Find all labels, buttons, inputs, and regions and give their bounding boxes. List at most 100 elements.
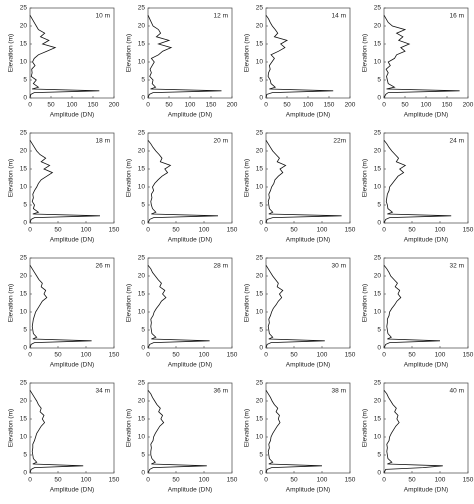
plot-frame xyxy=(383,7,469,99)
y-tick-label: 5 xyxy=(141,327,145,334)
y-tick-label: 25 xyxy=(138,5,146,12)
y-tick-label: 0 xyxy=(23,220,27,227)
x-tick-label: 0 xyxy=(28,102,32,109)
x-axis-label: Amplitude (DN) xyxy=(404,237,448,244)
x-tick-label: 150 xyxy=(345,477,356,484)
y-tick-label: 15 xyxy=(138,291,146,298)
panel-label: 12 m xyxy=(214,13,228,20)
x-axis-label: Amplitude (DN) xyxy=(50,487,94,494)
x-axis-label: Amplitude (DN) xyxy=(50,237,94,244)
y-tick-label: 5 xyxy=(259,77,263,84)
y-tick-label: 15 xyxy=(256,416,264,423)
y-tick-label: 5 xyxy=(259,202,263,209)
x-tick-label: 50 xyxy=(54,227,62,234)
panel-label: 28 m xyxy=(214,263,228,270)
y-tick-label: 0 xyxy=(23,95,27,102)
x-tick-label: 0 xyxy=(146,102,150,109)
x-axis-label: Amplitude (DN) xyxy=(168,112,212,119)
y-tick-label: 25 xyxy=(20,5,28,12)
x-axis-label: Amplitude (DN) xyxy=(404,487,448,494)
waveform xyxy=(29,389,84,474)
x-axis-label: Amplitude (DN) xyxy=(50,362,94,369)
plot-frame xyxy=(29,382,115,474)
y-tick-label: 15 xyxy=(256,291,264,298)
x-axis-label: Amplitude (DN) xyxy=(286,487,330,494)
y-tick-label: 0 xyxy=(377,220,381,227)
panel-label: 26 m xyxy=(96,263,110,270)
plot-frame xyxy=(383,132,469,224)
y-axis-label: Elevation (m) xyxy=(362,159,369,197)
y-axis-label: Elevation (m) xyxy=(126,409,133,447)
x-tick-label: 0 xyxy=(264,477,268,484)
panel-label: 34 m xyxy=(96,388,110,395)
panel-label: 40 m xyxy=(450,388,464,395)
x-tick-label: 50 xyxy=(54,477,62,484)
plot-frame xyxy=(147,257,233,349)
y-tick-label: 10 xyxy=(374,184,382,191)
y-tick-label: 25 xyxy=(138,380,146,387)
y-tick-label: 25 xyxy=(256,130,264,137)
waveform xyxy=(29,264,92,349)
y-tick-label: 15 xyxy=(374,41,382,48)
x-tick-label: 150 xyxy=(109,352,120,359)
y-tick-label: 25 xyxy=(20,380,28,387)
x-tick-label: 50 xyxy=(47,102,55,109)
y-tick-label: 0 xyxy=(259,470,263,477)
panel-label: 20 m xyxy=(214,138,228,145)
x-tick-label: 50 xyxy=(408,352,416,359)
y-tick-label: 5 xyxy=(141,202,145,209)
y-tick-label: 10 xyxy=(138,59,146,66)
plot-frame xyxy=(265,132,351,224)
y-tick-label: 5 xyxy=(23,77,27,84)
y-axis-label: Elevation (m) xyxy=(362,34,369,72)
y-tick-label: 15 xyxy=(256,166,264,173)
x-axis-label: Amplitude (DN) xyxy=(404,112,448,119)
x-tick-label: 0 xyxy=(28,227,32,234)
y-axis-label: Elevation (m) xyxy=(362,409,369,447)
y-tick-label: 15 xyxy=(374,416,382,423)
y-tick-label: 15 xyxy=(138,166,146,173)
y-tick-label: 10 xyxy=(256,434,264,441)
waveform xyxy=(383,389,443,474)
y-tick-label: 5 xyxy=(23,202,27,209)
waveform xyxy=(265,139,342,224)
panel-label: 10 m xyxy=(96,13,110,20)
y-tick-label: 0 xyxy=(377,95,381,102)
y-tick-label: 20 xyxy=(20,273,28,280)
x-tick-label: 100 xyxy=(421,102,432,109)
panel-label: 22m xyxy=(333,138,346,145)
plot-frame xyxy=(265,7,351,99)
y-tick-label: 15 xyxy=(374,291,382,298)
panel-label: 24 m xyxy=(450,138,464,145)
panel-label: 38 m xyxy=(332,388,346,395)
y-tick-label: 15 xyxy=(138,41,146,48)
y-tick-label: 20 xyxy=(256,273,264,280)
waveform xyxy=(383,14,460,99)
x-tick-label: 100 xyxy=(303,102,314,109)
x-axis-label: Amplitude (DN) xyxy=(286,362,330,369)
y-tick-label: 20 xyxy=(256,398,264,405)
x-axis-label: Amplitude (DN) xyxy=(286,112,330,119)
y-axis-label: Elevation (m) xyxy=(244,159,251,197)
y-tick-label: 15 xyxy=(256,41,264,48)
y-tick-label: 10 xyxy=(20,59,28,66)
x-tick-label: 100 xyxy=(81,352,92,359)
waveform xyxy=(29,14,100,99)
y-tick-label: 20 xyxy=(374,23,382,30)
y-tick-label: 0 xyxy=(23,345,27,352)
y-tick-label: 15 xyxy=(20,416,28,423)
x-tick-label: 200 xyxy=(345,102,356,109)
y-tick-label: 0 xyxy=(23,470,27,477)
y-axis-label: Elevation (m) xyxy=(244,284,251,322)
x-tick-label: 50 xyxy=(401,102,409,109)
y-tick-label: 20 xyxy=(138,273,146,280)
x-tick-label: 100 xyxy=(199,477,210,484)
x-tick-label: 100 xyxy=(435,477,446,484)
x-axis-label: Amplitude (DN) xyxy=(168,362,212,369)
x-tick-label: 0 xyxy=(28,477,32,484)
x-tick-label: 50 xyxy=(283,102,291,109)
x-tick-label: 0 xyxy=(382,102,386,109)
y-tick-label: 10 xyxy=(20,434,28,441)
x-tick-label: 0 xyxy=(264,102,268,109)
y-tick-label: 5 xyxy=(23,452,27,459)
